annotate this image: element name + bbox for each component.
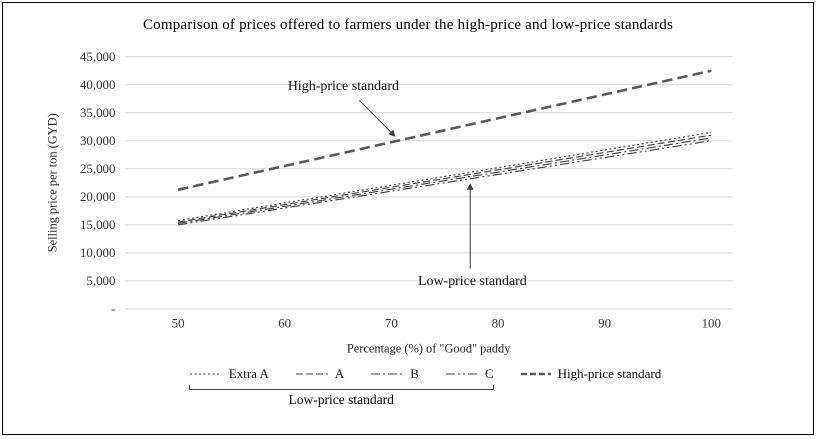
extra-a-line-sample-icon bbox=[189, 373, 222, 375]
x-tick-label: 90 bbox=[598, 315, 611, 330]
y-tick-label: 15,000 bbox=[80, 217, 116, 232]
x-tick-label: 70 bbox=[385, 315, 398, 330]
legend-label-a: A bbox=[334, 365, 345, 381]
x-tick-label: 50 bbox=[172, 315, 185, 330]
plot-series-group: - 5,000 10,000 15,000 20,000 25,000 30,000 35,0… bbox=[80, 49, 733, 330]
legend-group-label: Low-price standard bbox=[288, 391, 394, 407]
legend-item-b: B bbox=[370, 366, 419, 382]
legend-label-b: B bbox=[410, 365, 419, 381]
c-line-sample-icon bbox=[445, 373, 478, 375]
b-line-sample-icon bbox=[371, 373, 404, 375]
high-price-line-sample-icon bbox=[520, 372, 551, 375]
legend-label-extra-a: Extra A bbox=[228, 365, 269, 381]
series-line-extra-a bbox=[178, 131, 712, 222]
legend-item-a: A bbox=[295, 366, 344, 382]
series-line-a bbox=[178, 134, 712, 223]
x-tick-label: 60 bbox=[278, 315, 291, 330]
y-tick-label: 30,000 bbox=[80, 133, 116, 148]
y-axis-label: Selling price per ton (GYD) bbox=[46, 113, 60, 252]
legend: Extra A A B C Low-price standard bbox=[9, 366, 807, 408]
series-line-b bbox=[178, 137, 712, 224]
y-tick-label: - bbox=[111, 301, 115, 316]
legend-low-price-group: Extra A A B C Low-price standard bbox=[188, 366, 494, 408]
y-tick-label: 5,000 bbox=[86, 273, 115, 288]
annotation-arrow bbox=[358, 100, 396, 137]
series-line-c bbox=[178, 140, 712, 226]
series-line-high-price-standard bbox=[177, 69, 712, 192]
plot-area: Selling price per ton (GYD) Percentage (… bbox=[46, 49, 733, 355]
legend-item-c: C bbox=[445, 366, 494, 382]
legend-low-price-items: Extra A A B C bbox=[189, 366, 494, 382]
x-tick-label: 100 bbox=[702, 315, 721, 330]
y-tick-label: 40,000 bbox=[80, 77, 116, 92]
y-tick-label: 10,000 bbox=[80, 245, 116, 260]
annotation-label: High-price standard bbox=[288, 79, 399, 94]
low-price-bracket bbox=[188, 384, 494, 390]
annotation-label: Low-price standard bbox=[418, 274, 527, 289]
y-tick-label: 45,000 bbox=[80, 49, 116, 64]
x-tick-label: 80 bbox=[492, 315, 505, 330]
legend-label-high-price: High-price standard bbox=[557, 365, 662, 381]
legend-label-c: C bbox=[484, 365, 494, 381]
x-axis-label: Percentage (%) of "Good" paddy bbox=[347, 341, 511, 355]
a-line-sample-icon bbox=[295, 373, 328, 375]
chart-title: Comparison of prices offered to farmers … bbox=[142, 17, 674, 33]
legend-item-high-price: High-price standard bbox=[520, 365, 662, 382]
y-tick-label: 25,000 bbox=[80, 161, 116, 176]
legend-item-extra-a: Extra A bbox=[189, 366, 269, 382]
y-tick-label: 35,000 bbox=[80, 105, 116, 120]
y-tick-label: 20,000 bbox=[80, 189, 116, 204]
